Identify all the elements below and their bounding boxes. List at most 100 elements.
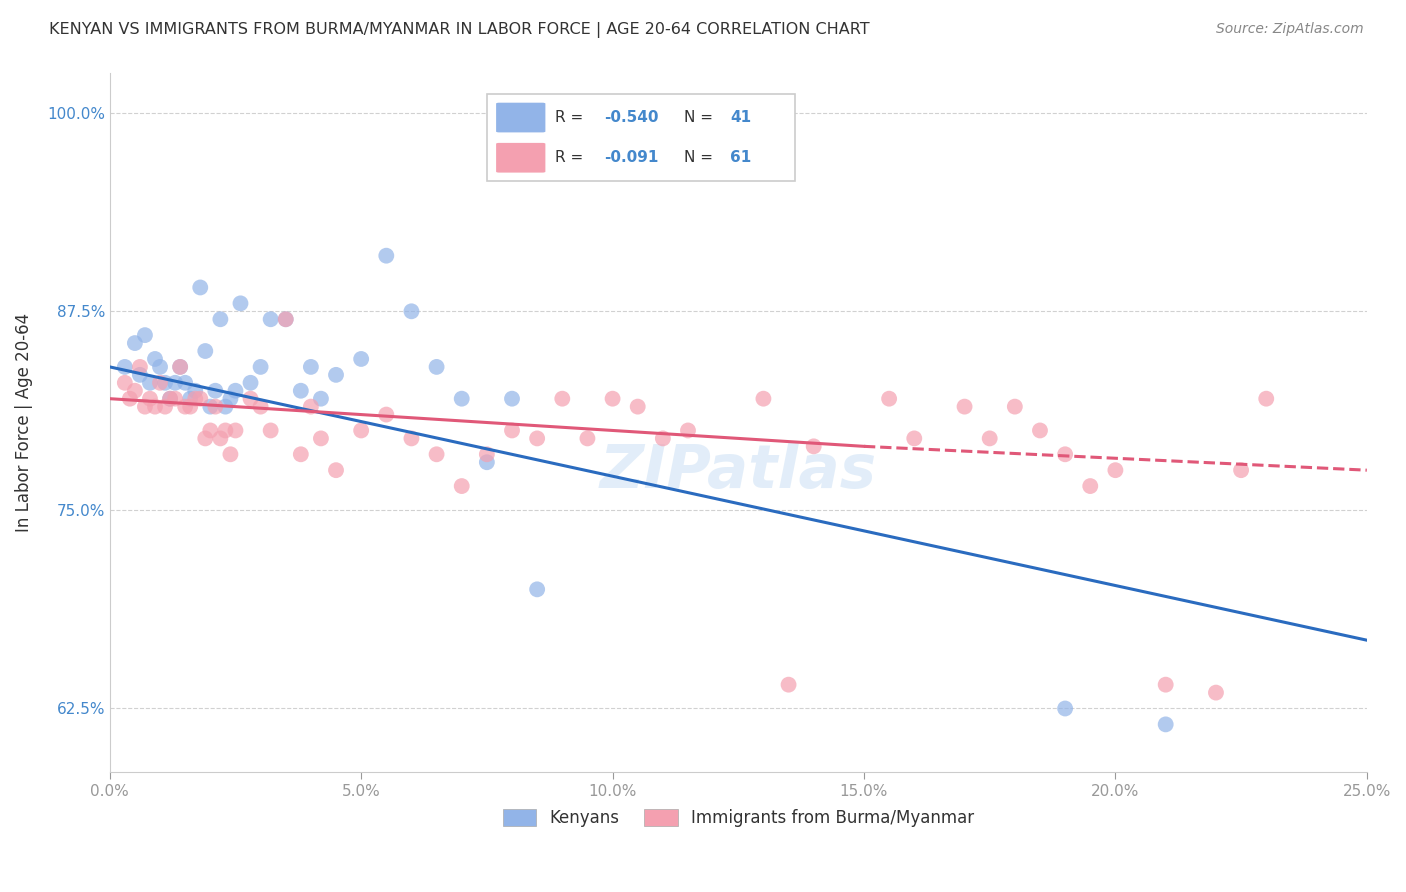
- Point: [651, 431, 673, 445]
- Point: [576, 431, 599, 445]
- Point: [325, 368, 347, 382]
- Point: [165, 376, 187, 390]
- Point: [1078, 479, 1101, 493]
- Point: [1054, 447, 1077, 461]
- Point: [290, 384, 312, 398]
- Point: [1256, 392, 1278, 406]
- Point: [450, 392, 472, 406]
- Point: [200, 400, 222, 414]
- Point: [426, 359, 449, 374]
- Point: [229, 296, 252, 310]
- Point: [501, 424, 523, 438]
- Point: [803, 439, 825, 453]
- Point: [350, 424, 373, 438]
- Point: [249, 400, 271, 414]
- Point: [299, 400, 322, 414]
- Point: [118, 392, 141, 406]
- Point: [114, 376, 136, 390]
- Legend: Kenyans, Immigrants from Burma/Myanmar: Kenyans, Immigrants from Burma/Myanmar: [496, 802, 980, 834]
- Point: [124, 336, 146, 351]
- Point: [169, 359, 191, 374]
- Point: [153, 376, 176, 390]
- Point: [401, 304, 423, 318]
- Point: [159, 392, 181, 406]
- Point: [401, 431, 423, 445]
- Point: [139, 376, 162, 390]
- Point: [752, 392, 775, 406]
- Point: [139, 392, 162, 406]
- Point: [188, 280, 211, 294]
- Point: [375, 249, 398, 263]
- Point: [194, 431, 217, 445]
- Point: [179, 400, 201, 414]
- Point: [214, 424, 236, 438]
- Point: [184, 392, 207, 406]
- Point: [350, 351, 373, 366]
- Y-axis label: In Labor Force | Age 20-64: In Labor Force | Age 20-64: [15, 313, 32, 532]
- Text: Source: ZipAtlas.com: Source: ZipAtlas.com: [1216, 22, 1364, 37]
- Point: [475, 447, 498, 461]
- Point: [274, 312, 297, 326]
- Point: [450, 479, 472, 493]
- Point: [153, 400, 176, 414]
- Point: [1230, 463, 1253, 477]
- Point: [325, 463, 347, 477]
- Point: [426, 447, 449, 461]
- Point: [501, 392, 523, 406]
- Point: [129, 359, 152, 374]
- Point: [214, 400, 236, 414]
- Point: [200, 424, 222, 438]
- Point: [159, 392, 181, 406]
- Point: [1004, 400, 1026, 414]
- Point: [209, 312, 232, 326]
- Point: [129, 368, 152, 382]
- Point: [224, 384, 246, 398]
- Point: [526, 582, 548, 597]
- Point: [143, 351, 166, 366]
- Point: [526, 431, 548, 445]
- Point: [209, 431, 232, 445]
- Point: [1154, 717, 1177, 731]
- Point: [239, 392, 262, 406]
- Point: [169, 359, 191, 374]
- Point: [149, 376, 172, 390]
- Point: [188, 392, 211, 406]
- Point: [903, 431, 925, 445]
- Point: [194, 344, 217, 359]
- Point: [475, 455, 498, 469]
- Point: [219, 447, 242, 461]
- Point: [1154, 678, 1177, 692]
- Point: [274, 312, 297, 326]
- Point: [134, 328, 156, 343]
- Point: [239, 376, 262, 390]
- Point: [676, 424, 699, 438]
- Point: [174, 376, 197, 390]
- Point: [778, 678, 800, 692]
- Text: KENYAN VS IMMIGRANTS FROM BURMA/MYANMAR IN LABOR FORCE | AGE 20-64 CORRELATION C: KENYAN VS IMMIGRANTS FROM BURMA/MYANMAR …: [49, 22, 870, 38]
- Point: [602, 392, 624, 406]
- Point: [1054, 701, 1077, 715]
- Point: [309, 392, 332, 406]
- Point: [627, 400, 650, 414]
- Point: [204, 400, 226, 414]
- Point: [249, 359, 271, 374]
- Point: [219, 392, 242, 406]
- Point: [1104, 463, 1126, 477]
- Point: [309, 431, 332, 445]
- Point: [149, 359, 172, 374]
- Point: [953, 400, 976, 414]
- Point: [979, 431, 1001, 445]
- Point: [174, 400, 197, 414]
- Point: [124, 384, 146, 398]
- Point: [143, 400, 166, 414]
- Point: [114, 359, 136, 374]
- Point: [551, 392, 574, 406]
- Point: [204, 384, 226, 398]
- Point: [259, 312, 281, 326]
- Point: [134, 400, 156, 414]
- Point: [290, 447, 312, 461]
- Point: [375, 408, 398, 422]
- Point: [179, 392, 201, 406]
- Text: ZIPatlas: ZIPatlas: [600, 442, 877, 501]
- Point: [165, 392, 187, 406]
